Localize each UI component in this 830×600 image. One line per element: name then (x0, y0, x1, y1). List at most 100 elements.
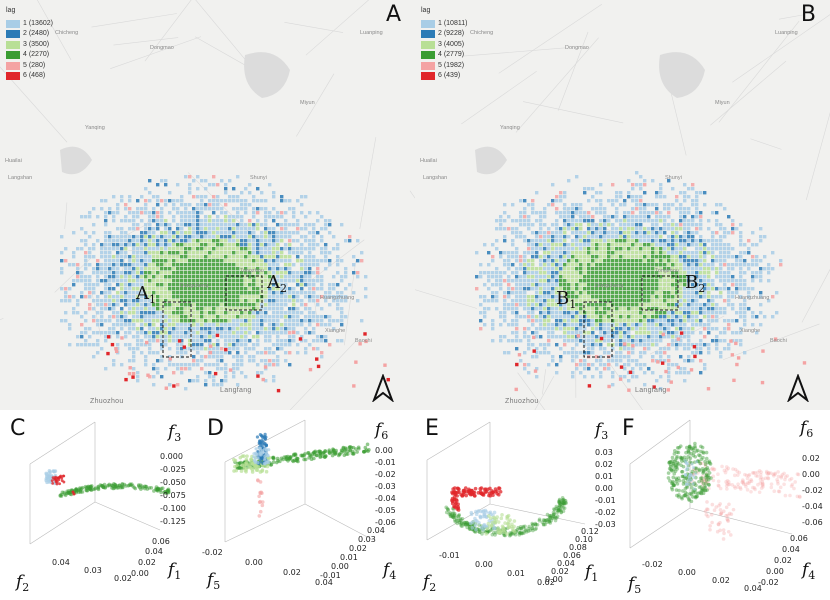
scatter-point (776, 474, 781, 479)
scatter-point (683, 476, 687, 481)
scatter-point (457, 518, 462, 523)
scatter-point (691, 453, 696, 458)
scatter-point (731, 507, 736, 512)
scatter-point (694, 494, 699, 499)
scatter-point (558, 501, 562, 505)
scatter-point (490, 520, 495, 525)
scatter-point (687, 446, 692, 451)
scatter-series (255, 478, 265, 518)
scatter-point (45, 480, 49, 485)
scatter-point (464, 522, 468, 527)
scatter-point (313, 450, 317, 455)
scatter-point (307, 452, 312, 457)
legend-swatch (6, 40, 20, 49)
right-tick-label: 0.10 (575, 535, 593, 544)
axis-label-right: f1 (585, 562, 598, 584)
axis-sub: 2 (22, 581, 30, 594)
panel-letter-b: B (800, 2, 816, 27)
scatter-point (699, 485, 703, 489)
scatter-point (700, 482, 705, 486)
vertical-tick-label: -0.050 (160, 478, 186, 487)
region-main: B (685, 272, 699, 293)
scatter-point (667, 466, 672, 471)
legend-title: lag (421, 7, 431, 14)
base-map-roads (0, 0, 415, 410)
scatter-point (496, 531, 501, 535)
axis-name: f (585, 562, 592, 582)
scatter-point (50, 479, 54, 483)
scatter-point (683, 493, 687, 498)
right-tick-label: -0.01 (320, 571, 341, 580)
legend-swatch (6, 61, 20, 70)
scatter-point (517, 531, 522, 535)
floor-axis-line (689, 507, 793, 535)
scatter-point (718, 508, 723, 512)
scatter-point (716, 483, 721, 488)
scatter-point (457, 490, 461, 495)
scatter-point (792, 486, 796, 491)
right-tick-label: 0.01 (340, 553, 358, 562)
scatter-point (558, 499, 562, 504)
place-label: Xianghe (740, 328, 761, 334)
scatter-point (454, 491, 458, 495)
scatter-point (721, 528, 726, 532)
scatter-point (557, 501, 562, 505)
scatter-point (743, 472, 747, 477)
scatter-point (743, 482, 748, 487)
scatter-point (72, 492, 76, 496)
scatter-point (51, 481, 55, 485)
scatter-point (254, 464, 258, 468)
legend-label: 3 (3500) (23, 40, 50, 48)
scatter-point (258, 460, 263, 464)
scatter-point (686, 451, 691, 455)
scatter-point (482, 491, 486, 495)
scatter-point (458, 517, 463, 521)
scatter-point (699, 449, 703, 454)
scatter-point (718, 528, 722, 533)
scatter-point (533, 521, 538, 526)
axis-label-vertical: f3 (168, 422, 181, 444)
scatter-point (256, 478, 260, 483)
right-tick-label: 0.08 (569, 543, 587, 552)
legend-item: 3 (4005) (421, 40, 467, 51)
scatter-point (727, 502, 731, 507)
scatter-point (675, 450, 679, 455)
scatter-point (55, 480, 59, 484)
scatter-point (241, 454, 246, 458)
scatter-point (725, 517, 729, 521)
scatter-point (672, 483, 676, 487)
scatter-point (703, 462, 708, 466)
panel-letter-d: D (207, 416, 224, 441)
scatter-point (726, 519, 730, 523)
scatter-point (322, 455, 327, 459)
scatter-point (257, 514, 262, 518)
region-sub: 1 (149, 293, 156, 306)
scatter-point (483, 514, 487, 519)
scatter-point (47, 474, 52, 478)
region-main: A (136, 283, 149, 304)
scatter-point (699, 478, 704, 482)
plot-panel-f: F f6 f5 f4 0.02 0.00 -0.02 -0.04 -0.06 -… (620, 412, 830, 600)
scatter-point (674, 477, 679, 482)
scatter-point (782, 471, 786, 476)
scatter-point (703, 459, 707, 464)
scatter-point (776, 470, 780, 474)
scatter-point (477, 530, 482, 534)
scatter-point (760, 480, 765, 484)
scatter-point (502, 528, 506, 532)
scatter-point (459, 520, 464, 525)
legend-label: 4 (2270) (23, 51, 50, 58)
scatter-point (776, 481, 780, 486)
region-label-b1: B1 (556, 288, 576, 311)
scatter-point (719, 511, 724, 515)
scatter-point (753, 487, 757, 492)
scatter-point (760, 481, 765, 486)
scatter-point (731, 467, 735, 471)
scatter-point (711, 478, 716, 483)
scatter-point (455, 521, 460, 526)
legend-label: 5 (280) (23, 61, 46, 69)
scatter-point (558, 508, 563, 513)
scatter-point (687, 444, 692, 449)
scatter-point (491, 490, 495, 495)
scatter-point (675, 460, 680, 465)
